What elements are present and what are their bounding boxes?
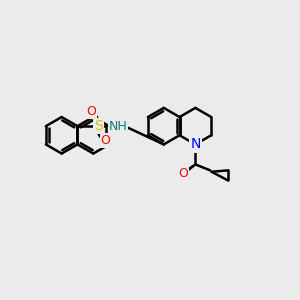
Text: S: S: [94, 119, 103, 133]
Text: N: N: [190, 137, 201, 152]
Text: O: O: [178, 167, 188, 180]
Text: O: O: [100, 134, 110, 147]
Text: NH: NH: [109, 120, 128, 133]
Text: O: O: [86, 105, 96, 118]
